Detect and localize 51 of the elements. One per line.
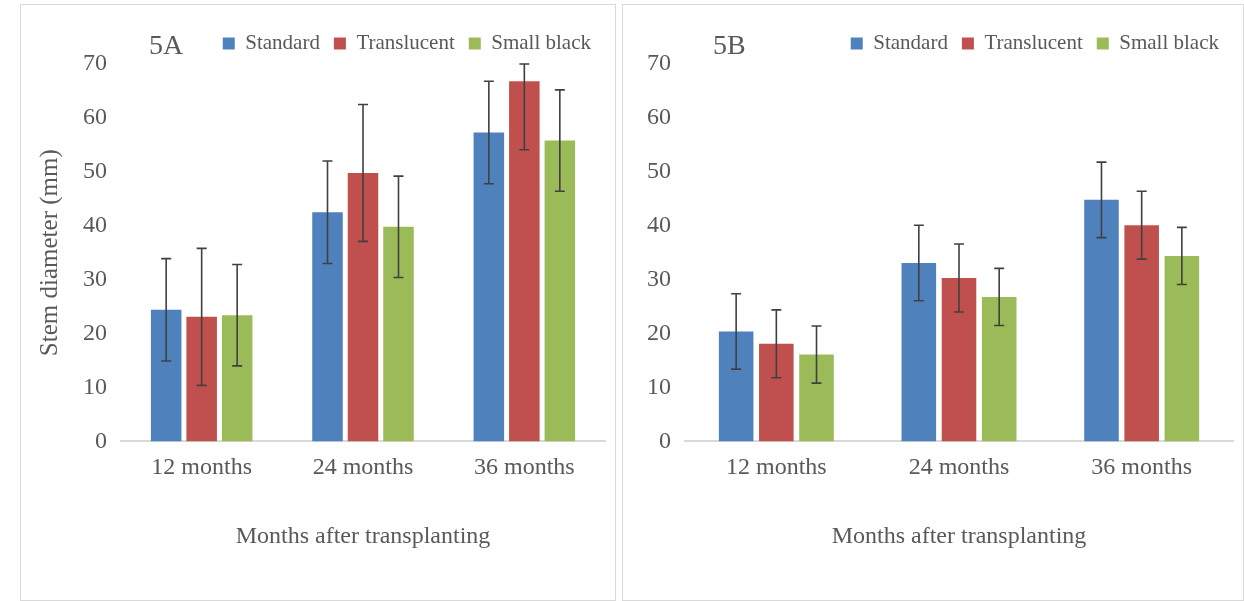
y-tick-label: 30 (83, 264, 107, 291)
bar (473, 132, 505, 442)
bar (981, 296, 1017, 442)
y-tick-label: 20 (647, 318, 671, 345)
y-tick-label: 50 (83, 157, 107, 184)
legend-label: Translucent (356, 30, 455, 55)
y-tick-label: 20 (83, 318, 107, 345)
legend-label: Translucent (984, 30, 1083, 55)
bar (509, 81, 540, 442)
x-tick-label: 24 months (312, 453, 414, 480)
y-tick-label: 0 (659, 426, 671, 453)
bar (186, 316, 217, 442)
y-tick-label: 10 (83, 372, 107, 399)
y-tick-label: 0 (95, 426, 107, 453)
legend-label: Small black (1119, 30, 1220, 55)
bar (799, 354, 834, 442)
legend-label: Small black (491, 30, 592, 55)
bar (759, 343, 794, 442)
bar (221, 315, 253, 442)
y-axis-title: Stem diameter (mm) (34, 149, 63, 357)
bar (383, 226, 414, 442)
y-tick-label: 70 (83, 49, 107, 76)
bar (941, 278, 977, 442)
chart-title: 5A (149, 29, 184, 61)
bar (718, 331, 754, 442)
y-tick-label: 60 (647, 103, 671, 130)
y-tick-label: 50 (647, 157, 671, 184)
y-tick-label: 60 (83, 103, 107, 130)
legend-label: Standard (245, 30, 321, 55)
x-tick-label: 12 months (725, 453, 827, 480)
bar (901, 262, 937, 442)
y-tick-label: 40 (647, 211, 671, 238)
chart-title: 5B (713, 29, 746, 61)
bar (150, 309, 182, 442)
bar (544, 140, 576, 442)
legend-label: Standard (873, 30, 949, 55)
bar (347, 172, 379, 442)
y-tick-label: 70 (647, 49, 671, 76)
x-axis-title: Months after transplanting (831, 521, 1087, 548)
x-tick-label: 24 months (908, 453, 1010, 480)
y-tick-label: 30 (647, 264, 671, 291)
bar (1084, 199, 1119, 442)
bar (312, 212, 343, 442)
x-axis-title: Months after transplanting (235, 521, 491, 548)
x-tick-label: 12 months (151, 453, 253, 480)
bar (1164, 255, 1200, 442)
x-tick-label: 36 months (473, 453, 575, 480)
bar (1124, 225, 1159, 442)
y-tick-label: 10 (647, 372, 671, 399)
y-tick-label: 40 (83, 211, 107, 238)
x-tick-label: 36 months (1091, 453, 1193, 480)
